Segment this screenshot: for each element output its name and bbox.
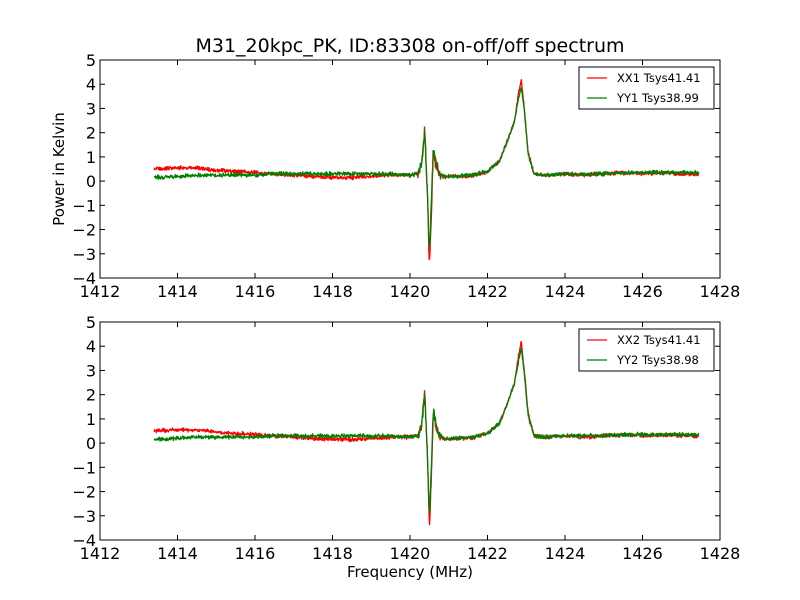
- legend-label: YY1 Tsys38.99: [616, 91, 699, 105]
- y-tick-label: 2: [86, 124, 96, 143]
- chart-panel-2: 1412 1414 1416 1418 1420 1422 1424 1426 1428−4−3…: [72, 313, 740, 581]
- y-tick-label: 3: [86, 361, 96, 380]
- x-tick-label: 1422: [467, 282, 508, 301]
- y-tick-label: 5: [86, 51, 96, 70]
- legend: XX2 Tsys41.41 YY2 Tsys38.98: [578, 328, 715, 372]
- y-tick-label: −2: [72, 221, 96, 240]
- x-tick-label: 1412: [80, 544, 121, 563]
- y-tick-label: 1: [86, 410, 96, 429]
- y-tick-label: 2: [86, 386, 96, 405]
- chart-title: M31_20kpc_PK, ID:83308 on-off/off spectr…: [195, 35, 624, 57]
- y-tick-label: −1: [72, 196, 96, 215]
- legend-label: XX1 Tsys41.41: [617, 71, 701, 85]
- y-tick-label: −1: [72, 458, 96, 477]
- y-tick-label: 4: [86, 75, 96, 94]
- y-tick-label: 5: [86, 313, 96, 332]
- x-tick-label: 1418: [312, 282, 353, 301]
- x-tick-label: 1420: [390, 544, 431, 563]
- y-tick-label: 0: [86, 434, 96, 453]
- x-tick-label: 1412: [80, 282, 121, 301]
- x-tick-label: 1426: [622, 282, 663, 301]
- legend-box: [578, 328, 715, 372]
- series-line-2-2: [153, 347, 700, 513]
- legend-label: YY2 Tsys38.98: [616, 353, 699, 367]
- x-tick-label: 1428: [700, 282, 741, 301]
- legend: XX1 Tsys41.41 YY1 Tsys38.99: [578, 66, 715, 110]
- legend-box: [578, 66, 715, 110]
- x-tick-label: 1420: [390, 282, 431, 301]
- y-tick-label: 4: [86, 337, 96, 356]
- y-tick-label: 3: [86, 99, 96, 118]
- x-tick-label: 1416: [235, 282, 276, 301]
- y-tick-label: −4: [72, 531, 96, 550]
- y-tick-label: 0: [86, 172, 96, 191]
- x-tick-label: 1418: [312, 544, 353, 563]
- series-line-1-2: [153, 87, 700, 248]
- chart-panel-1: 1412 1414 1416 1418 1420 1422 1424 1426 1428−4−3…: [50, 35, 740, 301]
- x-tick-label: 1424: [545, 544, 586, 563]
- legend-label: XX2 Tsys41.41: [617, 333, 701, 347]
- x-tick-label: 1428: [700, 544, 741, 563]
- y-tick-label: 1: [86, 148, 96, 167]
- y-tick-label: −3: [72, 245, 96, 264]
- x-tick-label: 1422: [467, 544, 508, 563]
- x-tick-label: 1414: [157, 282, 198, 301]
- x-tick-label: 1426: [622, 544, 663, 563]
- y-tick-label: −2: [72, 483, 96, 502]
- x-tick-label: 1416: [235, 544, 276, 563]
- y-tick-label: −4: [72, 269, 96, 288]
- x-tick-label: 1424: [545, 282, 586, 301]
- x-tick-label: 1414: [157, 544, 198, 563]
- y-tick-label: −3: [72, 507, 96, 526]
- y-axis-label: Power in Kelvin: [50, 112, 68, 226]
- x-axis-label: Frequency (MHz): [347, 563, 473, 581]
